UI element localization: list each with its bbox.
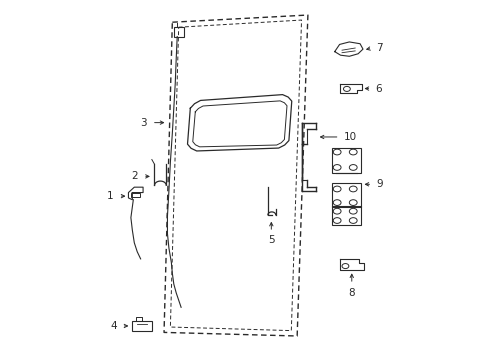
Bar xyxy=(331,183,360,207)
Text: 5: 5 xyxy=(267,235,274,245)
Text: 2: 2 xyxy=(131,171,138,181)
Text: 1: 1 xyxy=(107,191,114,201)
Bar xyxy=(331,206,360,225)
Text: 6: 6 xyxy=(374,84,381,94)
Bar xyxy=(331,148,360,173)
Text: 7: 7 xyxy=(375,43,382,53)
Bar xyxy=(173,27,183,37)
Bar xyxy=(132,320,152,331)
Text: 9: 9 xyxy=(375,179,382,189)
Bar xyxy=(131,193,140,197)
Text: 8: 8 xyxy=(348,288,354,298)
Text: 10: 10 xyxy=(343,132,356,142)
Text: 3: 3 xyxy=(140,118,147,128)
Text: 4: 4 xyxy=(110,321,117,331)
